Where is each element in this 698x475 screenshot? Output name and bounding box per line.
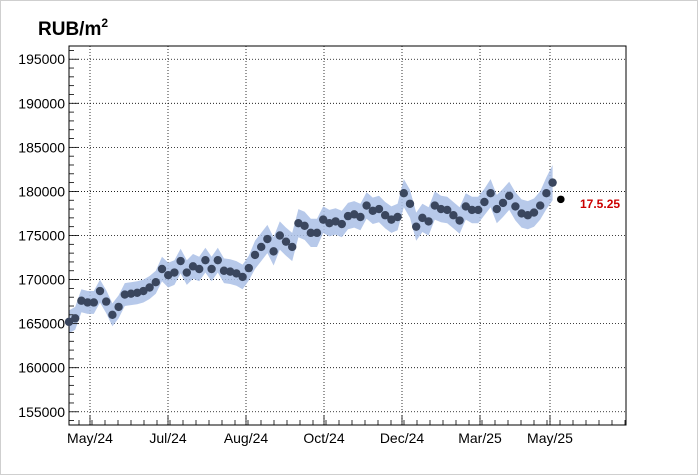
data-point [399, 188, 408, 198]
data-point [114, 302, 123, 312]
data-point [511, 202, 520, 211]
data-point [207, 264, 216, 274]
data-point [139, 286, 148, 296]
data-point [486, 188, 495, 198]
data-point [536, 201, 545, 210]
data-point [145, 283, 154, 292]
data-point [108, 310, 117, 320]
data-point [393, 212, 402, 222]
x-tick-label: May/25 [527, 430, 573, 446]
data-point [275, 231, 284, 240]
unit-label-base: RUB/m [38, 19, 101, 40]
data-point [89, 298, 99, 307]
data-point [362, 201, 371, 210]
last-point [557, 195, 565, 204]
y-tick-label: 160000 [18, 360, 65, 376]
data-point [201, 255, 210, 265]
last-point-label: 17.5.25 [580, 197, 620, 211]
data-points [64, 178, 557, 327]
data-point [238, 272, 247, 282]
y-tick-label: 190000 [18, 95, 65, 111]
data-point [120, 290, 129, 299]
data-point [529, 208, 539, 217]
data-point [480, 197, 489, 207]
data-point [281, 237, 291, 246]
data-point [170, 268, 179, 277]
data-point [263, 234, 272, 244]
y-tick-label: 195000 [18, 51, 65, 67]
data-point [436, 204, 446, 214]
data-point [269, 247, 278, 256]
data-point [176, 256, 185, 266]
y-tick-label: 155000 [18, 404, 65, 420]
data-point [288, 242, 297, 252]
data-point [381, 211, 390, 220]
data-point [219, 266, 229, 275]
x-tick-label: Dec/24 [380, 430, 425, 446]
x-tick-label: Jul/24 [149, 430, 187, 446]
unit-label-superscript: 2 [101, 16, 108, 30]
data-point [461, 202, 470, 211]
grid [69, 46, 626, 425]
data-point [492, 204, 501, 214]
data-point [71, 314, 80, 323]
data-point [474, 205, 483, 215]
data-point [412, 222, 421, 231]
data-point [498, 198, 508, 208]
y-tick-label: 165000 [18, 316, 65, 332]
data-point [405, 199, 415, 208]
data-point [374, 204, 384, 214]
data-point [102, 297, 111, 306]
data-point [182, 268, 191, 277]
data-point [257, 242, 266, 252]
data-point [548, 178, 557, 187]
data-point [95, 286, 105, 296]
axes: 155000 160000 165000 170000 175000 180000 1850… [18, 45, 627, 446]
data-point [455, 216, 464, 225]
y-tick-label: 170000 [18, 272, 65, 288]
x-tick-label: Aug/24 [224, 430, 269, 446]
y-tick-label: 175000 [18, 228, 65, 244]
data-point [542, 188, 551, 198]
plot-area [69, 46, 626, 425]
data-point [418, 213, 427, 223]
data-point [126, 289, 136, 298]
data-point [449, 211, 458, 220]
x-tick-label: May/24 [67, 430, 113, 446]
data-point [83, 298, 92, 307]
data-point [505, 191, 514, 201]
data-point [64, 317, 74, 327]
x-tick-label: Oct/24 [303, 430, 344, 446]
data-point [306, 228, 315, 238]
data-point [356, 212, 365, 222]
data-point [319, 215, 328, 224]
last-observation: 17.5.25 [557, 195, 620, 211]
data-point [250, 250, 260, 260]
data-point [430, 201, 439, 210]
data-point [157, 264, 167, 274]
data-point [244, 263, 253, 273]
data-point [151, 278, 160, 287]
x-tick-label: Mar/25 [458, 430, 502, 446]
data-point [232, 269, 241, 278]
y-tick-label: 185000 [18, 139, 65, 155]
unit-label: RUB/m2 [38, 16, 108, 40]
data-point [443, 205, 452, 215]
data-point [312, 228, 322, 238]
y-tick-label: 180000 [18, 183, 65, 199]
axis-frame [68, 45, 627, 426]
data-point [213, 255, 222, 265]
data-point [195, 264, 204, 274]
data-point [337, 219, 346, 229]
data-point [424, 217, 433, 226]
data-point [467, 205, 477, 215]
data-point [300, 221, 309, 231]
